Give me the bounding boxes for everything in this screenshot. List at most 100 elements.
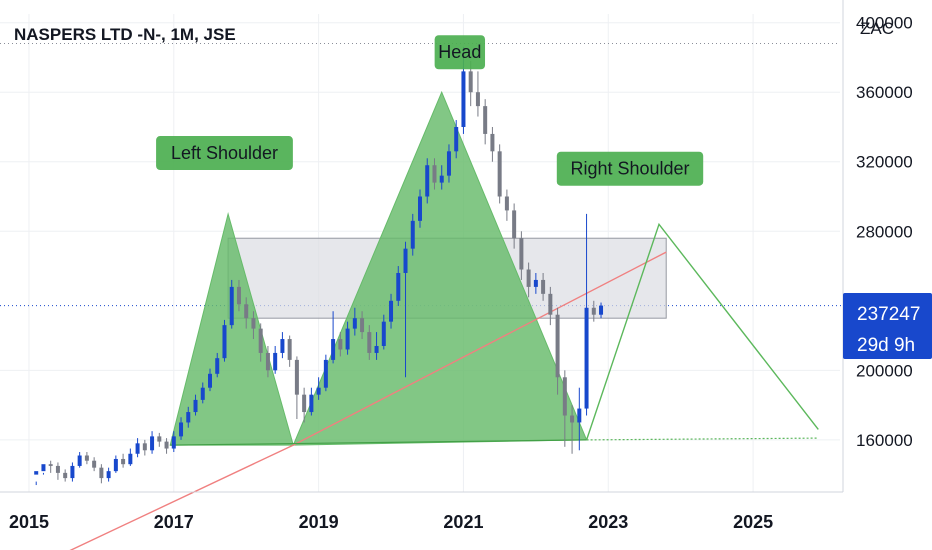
candle [63,469,68,482]
candle-body [468,71,473,93]
candle [70,462,75,482]
candle-body [331,339,336,360]
candle-body [294,359,299,395]
candle [34,471,39,486]
candle [99,464,104,484]
candle-body [381,321,386,346]
candle-body [92,460,97,468]
x-tick-label: 2021 [443,512,483,532]
neckline-extension [586,437,819,441]
annotation-label: Right Shoulder [556,151,704,186]
candle-body [584,307,589,409]
candle [309,387,314,416]
y-tick-label: 160000 [856,431,913,450]
candle-body [432,165,437,183]
candle [302,387,307,423]
candle-body [77,455,82,466]
candle [555,307,560,395]
candle [121,453,126,468]
x-tick-label: 2015 [9,512,49,532]
annotation-text: Head [438,42,481,62]
candle [84,452,89,465]
candle [497,144,502,204]
candle [490,126,495,162]
candle-body [512,210,517,239]
candle [316,377,321,400]
candle [425,158,430,204]
candle-body [548,293,553,315]
candle [562,370,567,447]
candle-body [186,412,191,423]
candle-body [142,443,147,451]
candle-body [562,377,567,416]
candle-body [200,387,205,400]
candle-body [222,325,227,359]
price-value: 237247 [857,304,920,325]
candle-body [454,126,459,152]
annotation-label: Head [434,35,486,70]
candle-body [106,471,111,479]
candle [418,189,422,228]
candle [570,405,575,454]
candle-body [63,472,68,479]
annotation-text: Right Shoulder [570,159,689,179]
candle [294,356,299,419]
annotation-label: Left Shoulder [156,136,293,171]
candle [439,165,444,190]
candle [483,99,488,145]
candle-body [34,471,39,475]
candle [41,464,46,475]
candle-body [577,408,582,423]
annotation-text: Left Shoulder [171,143,278,163]
price-label[interactable]: 237247 29d 9h [843,293,932,359]
x-tick-label: 2017 [154,512,194,532]
candle-body [367,332,372,353]
candle [526,262,531,298]
candle-body [258,328,263,353]
candle-body [128,453,133,465]
candle [519,231,524,280]
candle [164,438,169,454]
y-tick-label: 360000 [856,83,913,102]
candle-body [591,307,596,315]
annotation-bg [556,151,704,186]
candle-body [113,458,118,472]
price-label-box[interactable] [843,293,932,359]
support-trendline [69,251,667,550]
candle [200,382,205,404]
axes: 2015 2017 2019 2021 2023 2025 160000 200000 2800… [0,0,913,532]
candles [34,47,604,486]
candle [215,352,220,378]
candle [179,417,184,440]
candle-body [410,220,415,249]
x-tick-label: 2023 [588,512,628,532]
currency-label: ZAC [860,19,894,38]
head-and-shoulders-pattern [169,90,588,446]
candle [287,335,292,367]
candle-body [273,352,278,371]
annotation-bg [156,136,293,171]
annotation-bg [434,35,486,70]
candle [222,319,227,362]
candle-body [389,300,394,322]
candle [128,448,133,466]
candle-body [533,279,538,287]
candle-body [99,467,104,479]
projection-path [585,222,819,441]
candle [251,311,256,340]
candle-body [504,196,509,211]
candle [381,314,386,350]
candle-body [265,352,270,371]
candle [171,431,176,453]
candle [92,457,97,472]
candle [548,286,553,326]
candle-body [179,422,184,437]
candle [360,311,365,340]
candle [403,241,408,378]
candle [157,432,162,447]
candle [208,368,212,392]
candle-body [164,441,169,449]
candle-body [418,196,422,221]
candle-body [360,318,365,333]
candle [475,71,480,117]
